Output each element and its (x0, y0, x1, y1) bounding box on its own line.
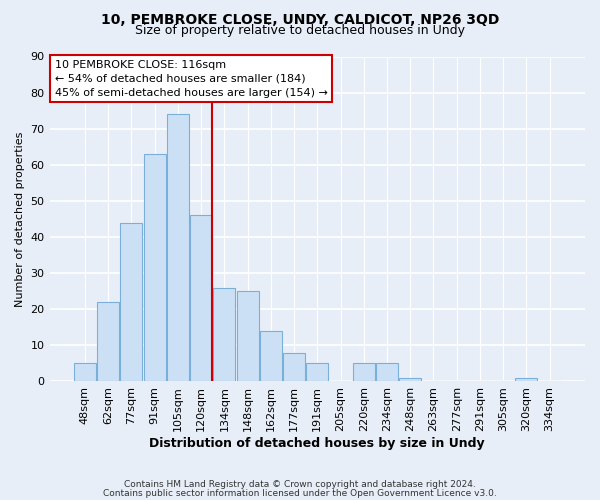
Bar (167, 114, 189, 382)
Bar (74, 364, 96, 382)
Bar (376, 364, 398, 382)
Bar (213, 288, 235, 382)
X-axis label: Distribution of detached houses by size in Undy: Distribution of detached houses by size … (149, 437, 485, 450)
Bar (236, 291, 259, 382)
Text: Contains public sector information licensed under the Open Government Licence v3: Contains public sector information licen… (103, 489, 497, 498)
Bar (97, 302, 119, 382)
Bar (515, 378, 538, 382)
Text: 10, PEMBROKE CLOSE, UNDY, CALDICOT, NP26 3QD: 10, PEMBROKE CLOSE, UNDY, CALDICOT, NP26… (101, 12, 499, 26)
Bar (306, 364, 328, 382)
Bar (260, 331, 282, 382)
Text: 10 PEMBROKE CLOSE: 116sqm
← 54% of detached houses are smaller (184)
45% of semi: 10 PEMBROKE CLOSE: 116sqm ← 54% of detac… (55, 60, 328, 98)
Bar (353, 364, 375, 382)
Text: Size of property relative to detached houses in Undy: Size of property relative to detached ho… (135, 24, 465, 37)
Bar (283, 352, 305, 382)
Y-axis label: Number of detached properties: Number of detached properties (15, 132, 25, 306)
Text: Contains HM Land Registry data © Crown copyright and database right 2024.: Contains HM Land Registry data © Crown c… (124, 480, 476, 489)
Bar (121, 222, 142, 382)
Bar (190, 216, 212, 382)
Bar (143, 154, 166, 382)
Bar (399, 378, 421, 382)
